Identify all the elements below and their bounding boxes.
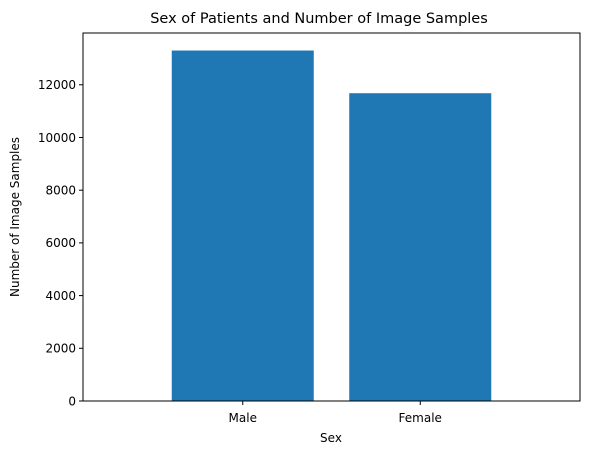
y-tick-label: 4000	[45, 289, 76, 303]
bar-female	[349, 93, 492, 402]
y-tick-label: 8000	[45, 183, 76, 197]
y-tick-label: 10000	[38, 131, 76, 145]
x-tick-label-female: Female	[399, 411, 442, 425]
x-axis-label: Sex	[320, 431, 342, 445]
x-axis: Male Female	[229, 401, 442, 425]
y-tick-label: 2000	[45, 342, 76, 356]
y-tick-label: 0	[68, 394, 76, 408]
x-tick-label-male: Male	[229, 411, 257, 425]
plot-frame	[82, 32, 581, 402]
chart-title: Sex of Patients and Number of Image Samp…	[150, 11, 488, 27]
y-axis-label: Number of Image Samples	[8, 137, 22, 297]
bars-layer	[171, 50, 492, 402]
y-tick-label: 12000	[38, 78, 76, 92]
bar-male	[171, 50, 314, 402]
y-axis: 0 2000 4000 6000 8000 10000 12000	[38, 78, 83, 408]
y-tick-label: 6000	[45, 236, 76, 250]
